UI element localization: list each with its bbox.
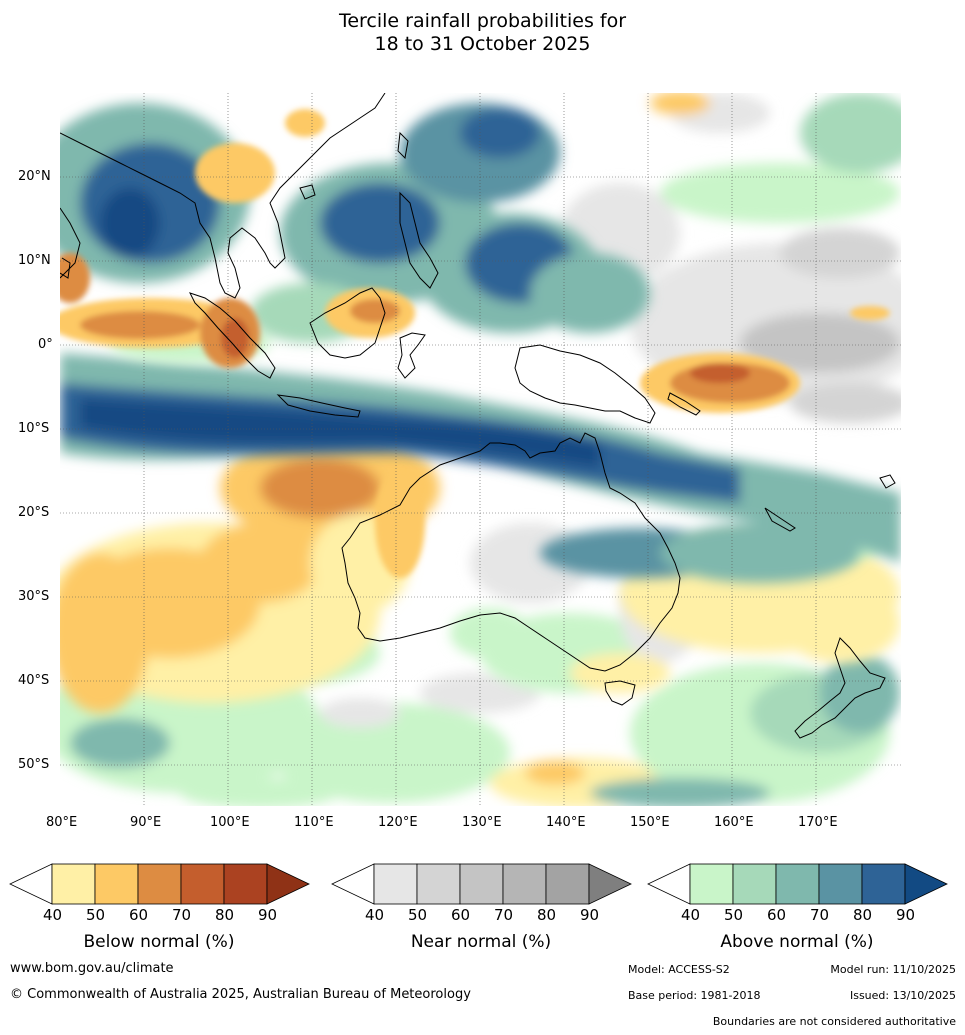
colorbar-swatch <box>180 863 225 905</box>
colorbar-tick-label: 70 <box>172 906 192 924</box>
lon-label-170e: 170°E <box>798 815 838 830</box>
lon-label-80e: 80°E <box>46 815 78 830</box>
colorbar-extend-low <box>331 863 375 905</box>
lon-label-150e: 150°E <box>630 815 670 830</box>
colorbar-swatch <box>732 863 777 905</box>
colorbar-tick-label: 40 <box>43 906 63 924</box>
colorbar-tick-label: 50 <box>86 906 106 924</box>
colorbar-tick-label: 70 <box>494 906 514 924</box>
colorbar-near-normal <box>331 863 632 905</box>
new-guinea-outline <box>514 344 656 424</box>
colorbar-extend-low <box>9 863 53 905</box>
new-caledonia-outline <box>764 507 796 532</box>
bom-url: www.bom.gov.au/climate <box>10 961 174 976</box>
lat-label-20s: 20°S <box>18 505 50 520</box>
southern-patches <box>60 623 900 806</box>
java-outline <box>276 394 361 418</box>
issued-date: Issued: 13/10/2025 <box>849 989 956 1002</box>
colorbar-tick-label: 90 <box>580 906 600 924</box>
probability-map <box>60 93 901 806</box>
colorbar-tick-label: 50 <box>724 906 744 924</box>
model-name: Model: ACCESS-S2 <box>628 963 730 976</box>
colorbar-tick-label: 80 <box>215 906 235 924</box>
colorbar-swatch <box>94 863 139 905</box>
above-normal-label: Above normal (%) <box>720 932 874 952</box>
colorbar-tick-label: 40 <box>365 906 385 924</box>
colorbar-swatch <box>459 863 504 905</box>
colorbar-below-normal <box>9 863 310 905</box>
colorbar-extend-high <box>266 863 310 905</box>
taiwan-outline <box>397 131 409 160</box>
colorbar-tick-label: 90 <box>258 906 278 924</box>
fiji-outline <box>879 474 896 489</box>
map-svg <box>60 93 901 806</box>
colorbar-tick-label: 40 <box>681 906 701 924</box>
colorbar-tick-label: 80 <box>537 906 557 924</box>
se-asia-outline <box>60 93 386 299</box>
colorbar-swatch <box>223 863 268 905</box>
northern-above <box>60 103 650 363</box>
lat-label-20n: 20°N <box>18 169 51 184</box>
colorbar-tick-label: 90 <box>896 906 916 924</box>
lon-label-130e: 130°E <box>462 815 502 830</box>
colorbar-swatch <box>689 863 734 905</box>
title-line-1: Tercile rainfall probabilities for <box>338 10 627 32</box>
colorbar-extend-low <box>647 863 691 905</box>
lat-label-30s: 30°S <box>18 589 50 604</box>
colorbar-tick-label: 80 <box>853 906 873 924</box>
colorbar-tick-label: 60 <box>767 906 787 924</box>
base-period: Base period: 1981-2018 <box>628 989 761 1002</box>
colorbar-tick-label: 60 <box>451 906 471 924</box>
copyright: © Commonwealth of Australia 2025, Austra… <box>10 987 471 1002</box>
lat-label-10n: 10°N <box>18 253 51 268</box>
graticule <box>60 93 901 806</box>
model-run: Model run: 11/10/2025 <box>830 963 956 976</box>
coastlines <box>60 93 896 739</box>
lat-label-40s: 40°S <box>18 673 50 688</box>
tasmania-outline <box>604 680 636 706</box>
lat-label-10s: 10°S <box>18 421 50 436</box>
lon-label-90e: 90°E <box>130 815 162 830</box>
new-zealand-outline <box>794 637 886 739</box>
solomons-outline <box>667 392 701 416</box>
lon-label-140e: 140°E <box>546 815 586 830</box>
lon-label-120e: 120°E <box>378 815 418 830</box>
lon-label-100e: 100°E <box>210 815 250 830</box>
boundaries-note: Boundaries are not considered authoritat… <box>712 1015 956 1028</box>
lat-label-0: 0° <box>38 337 53 352</box>
colorbars-svg <box>9 863 948 905</box>
sri-lanka-outline <box>60 257 71 279</box>
colorbar-swatch <box>861 863 906 905</box>
near-normal-label: Near normal (%) <box>410 932 552 952</box>
colorbar-swatch <box>373 863 418 905</box>
colorbar-swatch <box>51 863 96 905</box>
lon-label-160e: 160°E <box>714 815 754 830</box>
colorbar-swatch <box>502 863 547 905</box>
map-title: Tercile rainfall probabilities for 18 to… <box>0 10 965 56</box>
below-normal-label: Below normal (%) <box>83 932 235 952</box>
lat-label-50s: 50°S <box>18 757 50 772</box>
colorbar-tick-label: 50 <box>408 906 428 924</box>
colorbar-tick-label: 60 <box>129 906 149 924</box>
sumatra-outline <box>189 292 276 379</box>
colorbar-swatch <box>416 863 461 905</box>
colorbar-extend-high <box>904 863 948 905</box>
lon-label-110e: 110°E <box>294 815 334 830</box>
india-coast <box>60 207 81 279</box>
australia-outline <box>341 432 681 672</box>
colorbar-extend-high <box>588 863 632 905</box>
colorbar-swatch <box>818 863 863 905</box>
philippines-outline <box>399 191 439 289</box>
indian-ocean-below <box>60 433 440 713</box>
colorbar-tick-label: 70 <box>810 906 830 924</box>
colorbar-above-normal <box>647 863 948 905</box>
title-line-2: 18 to 31 October 2025 <box>374 33 591 55</box>
colorbar-swatch <box>137 863 182 905</box>
colorbar-swatch <box>775 863 820 905</box>
colorbar-swatch <box>545 863 590 905</box>
above-normal-band <box>60 353 901 583</box>
borneo-outline <box>309 287 386 359</box>
sulawesi-outline <box>397 332 426 379</box>
hainan-outline <box>299 184 316 200</box>
